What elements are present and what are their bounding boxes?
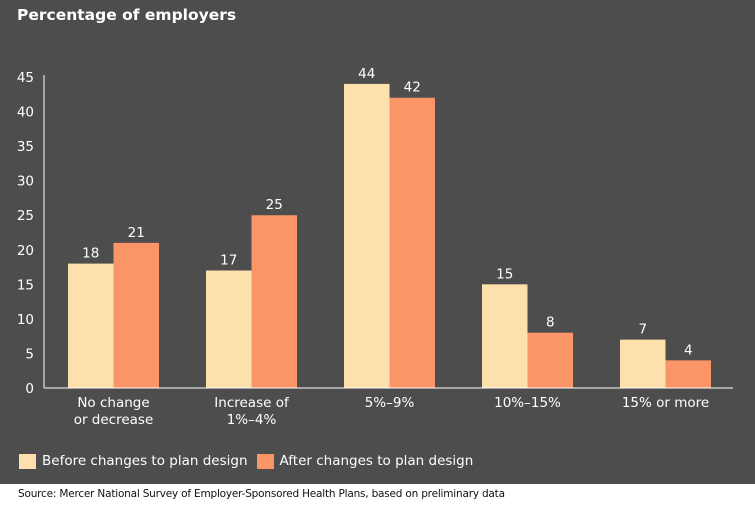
bar-after bbox=[251, 215, 297, 388]
bar-before bbox=[206, 270, 252, 388]
y-tick-label: 40 bbox=[17, 105, 34, 121]
y-tick-label: 15 bbox=[17, 277, 34, 293]
y-tick-label: 25 bbox=[17, 208, 34, 224]
bar-before bbox=[620, 339, 666, 388]
legend-item-before: Before changes to plan design bbox=[19, 453, 248, 469]
bar-after bbox=[113, 242, 159, 388]
chart-title: Percentage of employers bbox=[17, 6, 237, 24]
bar-before bbox=[482, 284, 528, 388]
bar-after bbox=[389, 97, 435, 388]
data-label: 21 bbox=[128, 225, 145, 241]
bar-after bbox=[665, 360, 711, 388]
data-label: 18 bbox=[82, 246, 99, 262]
y-tick-label: 0 bbox=[25, 381, 34, 397]
chart-panel: Percentage of employers 0 5 10 15 20 25 30 35 40… bbox=[0, 0, 755, 484]
bar-after bbox=[527, 332, 573, 388]
x-tick-label: 15% or more bbox=[622, 395, 709, 411]
data-label: 25 bbox=[266, 197, 283, 213]
x-tick-label: 5%–9% bbox=[365, 395, 415, 411]
legend: Before changes to plan design After chan… bbox=[19, 451, 482, 471]
y-tick-label: 45 bbox=[17, 70, 34, 86]
data-label: 8 bbox=[546, 315, 555, 331]
data-label: 17 bbox=[220, 253, 237, 269]
data-label: 42 bbox=[404, 80, 421, 96]
legend-item-after: After changes to plan design bbox=[256, 453, 474, 469]
data-label: 44 bbox=[358, 66, 375, 82]
source-note: Source: Mercer National Survey of Employ… bbox=[18, 488, 505, 500]
y-tick-label: 35 bbox=[17, 139, 34, 155]
x-tick-label: No change bbox=[77, 395, 149, 411]
x-tick-label: or decrease bbox=[74, 412, 154, 428]
legend-swatch-after bbox=[256, 453, 274, 469]
x-tick-label: 10%–15% bbox=[494, 395, 561, 411]
legend-swatch-before bbox=[19, 453, 36, 469]
y-tick-label: 20 bbox=[17, 243, 34, 259]
y-tick-label: 5 bbox=[25, 346, 34, 362]
y-tick-label: 10 bbox=[17, 312, 34, 328]
data-label: 4 bbox=[684, 342, 693, 358]
bar-before bbox=[344, 83, 390, 389]
y-tick-label: 30 bbox=[17, 174, 34, 190]
legend-label-before: Before changes to plan design bbox=[42, 453, 248, 469]
x-tick-label: Increase of bbox=[214, 395, 290, 411]
bar-before bbox=[68, 263, 114, 388]
legend-label-after: After changes to plan design bbox=[279, 453, 474, 469]
data-label: 15 bbox=[496, 266, 513, 282]
data-label: 7 bbox=[638, 322, 647, 338]
x-tick-label: 1%–4% bbox=[227, 412, 277, 428]
